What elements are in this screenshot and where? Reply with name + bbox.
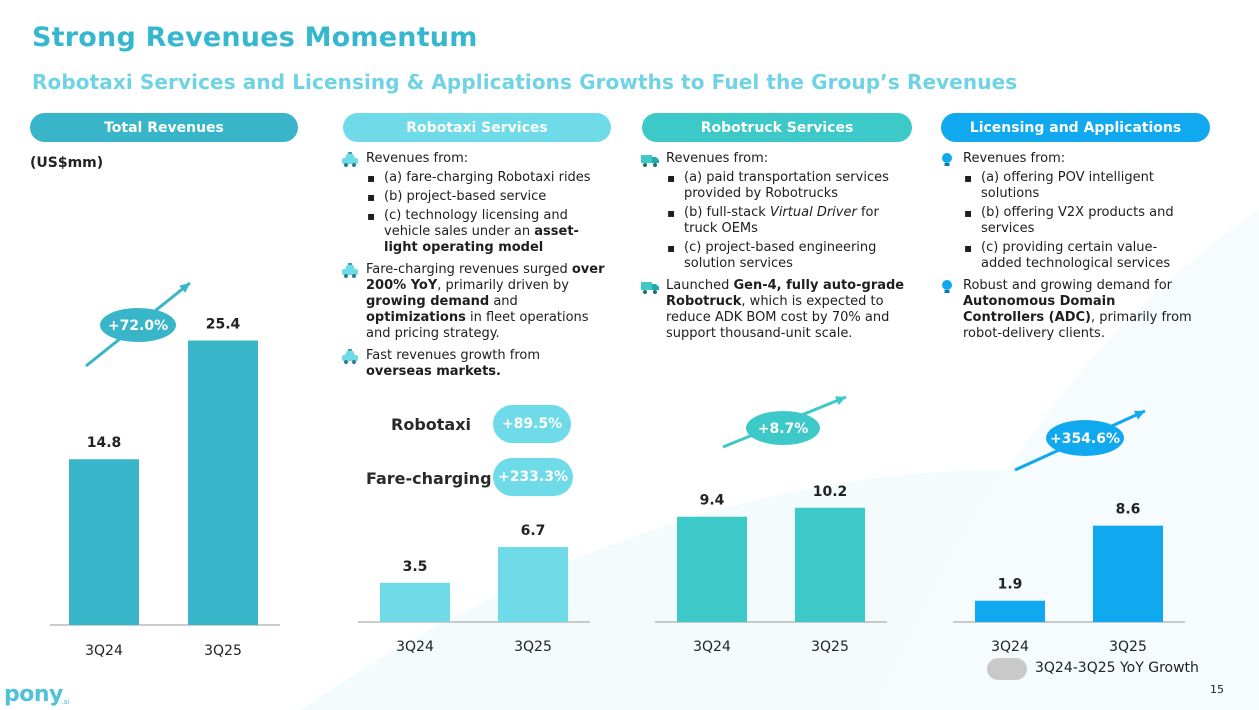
text-emphasis: growing demand (366, 294, 490, 309)
text-segment: in fleet operations and pricing strategy… (366, 310, 589, 341)
growth-pill (100, 308, 176, 342)
legend-swatch (987, 658, 1027, 680)
list-item: (a) offering POV intelligent solutions (964, 170, 1197, 202)
category-tick-label: 3Q24 (693, 639, 731, 655)
robotaxi-car-icon (340, 348, 360, 380)
list-item: (b) project-based service (367, 189, 608, 205)
text-segment: Robust and growing demand for (963, 278, 1172, 293)
kpi-pill-fare-charging: +233.3% (493, 458, 573, 496)
list-item: (c) technology licensing and vehicle sal… (367, 208, 608, 256)
robotruck-launch-paragraph: Launched Gen-4, fully auto-grade Robotru… (666, 278, 908, 342)
robotaxi-growth-paragraph: Fare-charging revenues surged over 200% … (366, 262, 608, 342)
bar-3q25 (795, 507, 865, 622)
robotruck-description: Revenues from: (a) paid transportation s… (640, 151, 908, 348)
bar-3q24 (380, 582, 450, 622)
list-item: (c) providing certain value-added techno… (964, 240, 1197, 272)
text-emphasis: over 200% YoY (366, 262, 605, 293)
category-tick-label: 3Q25 (204, 643, 242, 659)
segment-header-robotruck: Robotruck Services (642, 113, 912, 142)
text-segment: , primarily driven by (437, 278, 569, 293)
page-number: 15 (1210, 683, 1224, 696)
segment-header-total: Total Revenues (30, 113, 298, 142)
kpi-pill-robotaxi: +89.5% (493, 405, 571, 443)
bar-value-label: 10.2 (813, 484, 848, 500)
category-tick-label: 3Q25 (1109, 639, 1147, 655)
bar-3q25 (188, 340, 258, 625)
growth-arrow-head (835, 396, 846, 406)
robotaxi-description: Revenues from: (a) fare-charging Robotax… (340, 151, 608, 386)
bar-value-label: 8.6 (1116, 502, 1141, 518)
category-tick-label: 3Q24 (396, 639, 434, 655)
text-emphasis: Autonomous Domain Controllers (ADC) (963, 294, 1116, 325)
list-item-text: (c) technology licensing and vehicle sal… (384, 208, 568, 239)
bar-value-label: 1.9 (998, 577, 1023, 593)
bar-value-label: 14.8 (87, 435, 122, 451)
growth-pill-label: +72.0% (108, 318, 168, 334)
text-emphasis: overseas markets. (366, 364, 501, 379)
list-item: (a) fare-charging Robotaxi rides (367, 170, 608, 186)
category-tick-label: 3Q24 (85, 643, 123, 659)
bar-value-label: 3.5 (403, 559, 428, 575)
robotaxi-car-icon (340, 151, 360, 168)
category-tick-label: 3Q25 (811, 639, 849, 655)
kpi-label-fare-charging: Fare-charging (366, 469, 492, 488)
bar-value-label: 9.4 (700, 493, 725, 509)
list-item: (a) paid transportation services provide… (667, 170, 908, 202)
text-segment: Fast revenues growth from (366, 348, 541, 363)
growth-arrow-head (179, 283, 190, 293)
page-subtitle: Robotaxi Services and Licensing & Applic… (32, 70, 1018, 94)
text-italic: Virtual Driver (769, 205, 857, 220)
bar-3q24 (677, 516, 747, 622)
bar-3q25 (498, 546, 568, 622)
lightbulb-icon (937, 151, 957, 168)
text-segment: and (493, 294, 518, 309)
text-segment: , primarily from robot-delivery clients. (963, 310, 1192, 341)
bar-3q25 (1093, 525, 1163, 622)
text-segment: for truck OEMs (684, 205, 879, 236)
text-segment: Launched (666, 278, 730, 293)
unit-label: (US$mm) (30, 155, 104, 171)
text-segment: , which is expected to reduce ADK BOM co… (666, 294, 890, 341)
growth-pill (746, 411, 820, 445)
lightbulb-icon (937, 278, 957, 342)
truck-icon (640, 278, 660, 342)
list-item: (c) project-based engineering solution s… (667, 240, 908, 272)
list-item: (b) offering V2X products and services (964, 205, 1197, 237)
robotruck-revenues-from: Revenues from: (666, 151, 769, 166)
category-tick-label: 3Q24 (991, 639, 1029, 655)
text-emphasis: optimizations (366, 310, 466, 325)
legend-label: 3Q24-3Q25 YoY Growth (1035, 660, 1199, 676)
robotaxi-revenues-from: Revenues from: (366, 151, 469, 166)
robotaxi-car-icon (340, 262, 360, 342)
robotaxi-overseas-paragraph: Fast revenues growth from overseas marke… (366, 348, 608, 380)
licensing-revenues-from: Revenues from: (963, 151, 1066, 166)
kpi-label-robotaxi: Robotaxi (391, 415, 472, 434)
page-title: Strong Revenues Momentum (32, 22, 478, 53)
text-emphasis: Gen-4, fully auto-grade Robotruck (666, 278, 905, 309)
licensing-demand-paragraph: Robust and growing demand for Autonomous… (963, 278, 1197, 342)
bar-value-label: 25.4 (206, 317, 241, 333)
bar-3q24 (69, 459, 139, 625)
growth-pill-label: +354.6% (1050, 431, 1120, 447)
growth-pill-label: +8.7% (758, 421, 809, 437)
pony-logo-suffix: .ai (61, 698, 70, 706)
segment-header-licensing: Licensing and Applications (941, 113, 1210, 142)
segment-header-robotaxi: Robotaxi Services (343, 113, 611, 142)
licensing-description: Revenues from: (a) offering POV intellig… (937, 151, 1197, 348)
growth-pill (1046, 420, 1124, 456)
truck-icon (640, 151, 660, 168)
list-item: (b) full-stack Virtual Driver for truck … (667, 205, 908, 237)
pony-logo: pony (4, 682, 63, 707)
text-segment: (b) full-stack (684, 205, 766, 220)
list-item-emphasis: asset-light operating model (384, 224, 579, 255)
category-tick-label: 3Q25 (514, 639, 552, 655)
bar-value-label: 6.7 (521, 523, 546, 539)
growth-arrow-head (1134, 410, 1145, 420)
bar-3q24 (975, 600, 1045, 622)
text-segment: Fare-charging revenues surged (366, 262, 568, 277)
